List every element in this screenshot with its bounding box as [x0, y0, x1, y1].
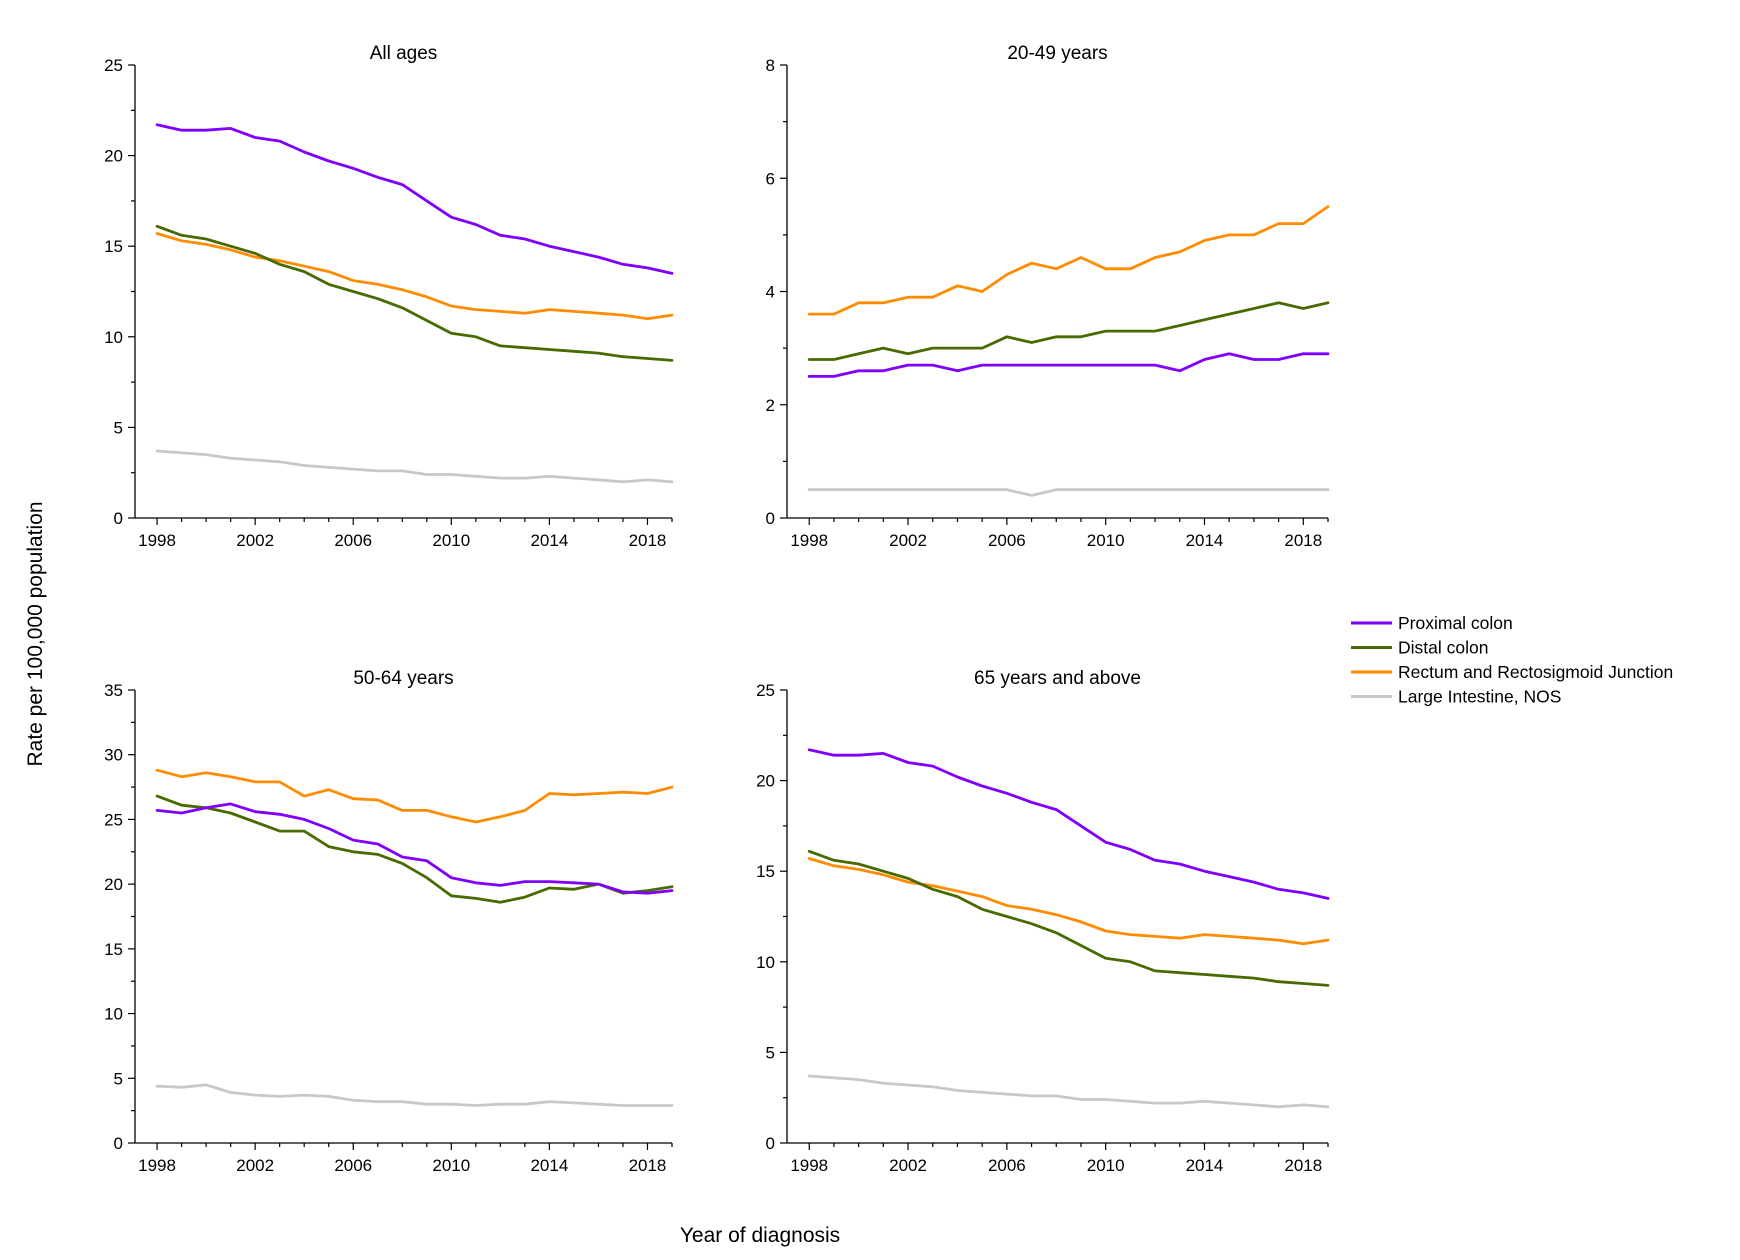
- x-tick-label: 2006: [334, 1156, 372, 1175]
- y-tick-label: 15: [104, 237, 123, 256]
- x-tick-label: 2006: [334, 531, 372, 550]
- series-line-large-intestine-nos: [155, 1083, 674, 1107]
- x-tick-label: 1998: [138, 531, 176, 550]
- series-line-proximal-colon: [807, 748, 1330, 900]
- y-tick-label: 20: [104, 147, 123, 166]
- y-tick-label: 6: [766, 169, 775, 188]
- x-tick-label: 2002: [236, 1156, 274, 1175]
- legend-item-proximal-colon: Proximal colon: [1351, 613, 1513, 633]
- series-line-proximal-colon: [807, 352, 1330, 378]
- x-tick-label: 2006: [988, 531, 1026, 550]
- y-tick-label: 8: [766, 56, 775, 75]
- series-line-distal-colon: [807, 301, 1330, 361]
- x-tick-label: 2014: [1186, 1156, 1224, 1175]
- x-tick-label: 2006: [988, 1156, 1026, 1175]
- y-tick-label: 25: [104, 56, 123, 75]
- x-tick-label: 1998: [138, 1156, 176, 1175]
- x-tick-label: 1998: [790, 1156, 828, 1175]
- series-line-rectum-and-rectosigmoid-junction: [807, 205, 1330, 316]
- x-tick-label: 2014: [530, 1156, 568, 1175]
- y-tick-label: 0: [766, 1134, 775, 1153]
- panel-title: 65 years and above: [974, 668, 1141, 689]
- x-tick-label: 2010: [1087, 1156, 1125, 1175]
- legend-label: Distal colon: [1398, 638, 1488, 658]
- x-tick-label: 2010: [432, 531, 470, 550]
- x-tick-label: 2002: [889, 1156, 927, 1175]
- series-line-distal-colon: [807, 849, 1330, 987]
- y-tick-label: 4: [766, 283, 775, 302]
- y-tick-label: 0: [114, 509, 123, 528]
- x-tick-label: 2018: [629, 531, 667, 550]
- legend-item-rectum-and-rectosigmoid-junction: Rectum and Rectosigmoid Junction: [1351, 662, 1673, 682]
- panel-all-ages: All ages 0 5 10 15 20 25 1998 2002 2006 2010 2014 20…: [104, 43, 674, 550]
- panel-title: All ages: [370, 43, 438, 64]
- series-line-distal-colon: [155, 794, 674, 904]
- x-tick-label: 2002: [236, 531, 274, 550]
- series-line-rectum-and-rectosigmoid-junction: [807, 857, 1330, 946]
- legend-label: Proximal colon: [1398, 613, 1513, 633]
- series-line-rectum-and-rectosigmoid-junction: [155, 768, 674, 824]
- series-line-rectum-and-rectosigmoid-junction: [155, 232, 674, 321]
- y-tick-label: 25: [104, 810, 123, 829]
- panel-title: 50-64 years: [353, 668, 453, 689]
- y-tick-label: 5: [114, 418, 123, 437]
- y-tick-label: 5: [766, 1043, 775, 1062]
- y-tick-label: 35: [104, 681, 123, 700]
- panel-title: 20-49 years: [1007, 43, 1107, 64]
- panel-65-years-and-above: 65 years and above 0 5 10 15 20 25 1998 2002 2006…: [756, 668, 1330, 1175]
- y-tick-label: 15: [756, 862, 775, 881]
- legend-item-distal-colon: Distal colon: [1351, 638, 1488, 658]
- series-line-large-intestine-nos: [807, 1074, 1330, 1109]
- x-tick-label: 2018: [1284, 1156, 1322, 1175]
- series-line-large-intestine-nos: [807, 488, 1330, 497]
- panel-50-64-years: 50-64 years 0 5 10 15 20 25 30 35 1998 2002 2006 201…: [104, 668, 674, 1175]
- legend-item-large-intestine-nos: Large Intestine, NOS: [1351, 687, 1561, 707]
- x-tick-label: 2014: [1186, 531, 1224, 550]
- y-tick-label: 0: [766, 509, 775, 528]
- y-tick-label: 5: [114, 1069, 123, 1088]
- y-tick-label: 20: [756, 772, 775, 791]
- x-axis-title: Year of diagnosis: [680, 1224, 840, 1247]
- x-tick-label: 1998: [790, 531, 828, 550]
- panel-20-49-years: 20-49 years 0 2 4 6 8 1998 2002 2006 2010 2014 2018: [766, 43, 1330, 550]
- y-axis-title: Rate per 100,000 population: [24, 501, 47, 766]
- x-tick-label: 2010: [432, 1156, 470, 1175]
- y-tick-label: 25: [756, 681, 775, 700]
- x-tick-label: 2018: [1284, 531, 1322, 550]
- x-tick-label: 2014: [530, 531, 568, 550]
- x-tick-label: 2002: [889, 531, 927, 550]
- legend-label: Rectum and Rectosigmoid Junction: [1398, 662, 1673, 682]
- series-line-large-intestine-nos: [155, 449, 674, 484]
- x-tick-label: 2010: [1087, 531, 1125, 550]
- x-tick-label: 2018: [629, 1156, 667, 1175]
- legend: Proximal colon Distal colon Rectum and Rec…: [1351, 613, 1673, 707]
- y-tick-label: 10: [756, 953, 775, 972]
- series-line-proximal-colon: [155, 802, 674, 895]
- y-tick-label: 30: [104, 746, 123, 765]
- series-line-proximal-colon: [155, 123, 674, 275]
- legend-label: Large Intestine, NOS: [1398, 687, 1561, 707]
- series-line-distal-colon: [155, 224, 674, 362]
- y-tick-label: 20: [104, 875, 123, 894]
- y-tick-label: 10: [104, 328, 123, 347]
- y-tick-label: 0: [114, 1134, 123, 1153]
- y-tick-label: 15: [104, 940, 123, 959]
- y-tick-label: 10: [104, 1005, 123, 1024]
- y-tick-label: 2: [766, 396, 775, 415]
